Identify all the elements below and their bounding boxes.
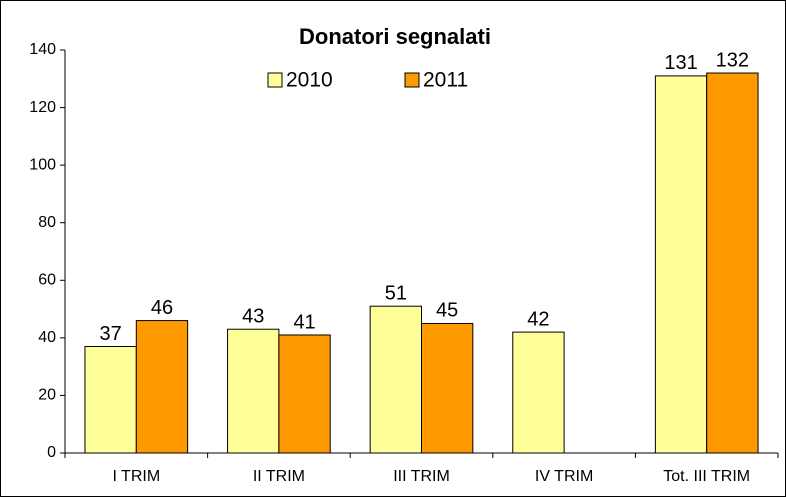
legend-swatch [267,72,283,88]
y-tick-label: 100 [29,156,56,173]
y-tick-label: 80 [38,214,56,231]
value-label: 46 [151,297,173,319]
bar [654,75,708,454]
bar [227,328,280,454]
bar [369,305,422,454]
y-tick-label: 40 [38,329,56,346]
legend-label: 2011 [423,69,468,92]
x-tick-label: IV TRIM [535,468,593,485]
y-tick-label: 0 [47,444,56,461]
y-tick-label: 20 [38,387,56,404]
bar [278,334,331,454]
value-label: 37 [100,323,122,345]
value-label: 41 [293,311,315,333]
x-tick-label: III TRIM [393,468,450,485]
bar [135,320,189,454]
value-label: 132 [716,49,749,71]
x-tick-label: Tot. III TRIM [663,468,750,485]
chart-title: Donatori segnalati [299,24,491,49]
bar [84,345,137,454]
value-label: 43 [242,306,264,328]
value-label: 42 [527,308,549,330]
value-label: 131 [664,52,697,74]
bar [512,331,565,454]
legend-swatch [404,72,420,88]
value-label: 51 [385,282,407,304]
bar [421,322,474,454]
y-tick-label: 60 [38,272,56,289]
x-tick-label: II TRIM [253,468,305,485]
value-label: 45 [436,300,458,322]
y-tick-label: 120 [29,99,56,116]
bar [706,72,759,454]
x-tick-label: I TRIM [112,468,160,485]
y-tick-label: 140 [29,41,56,58]
legend-label: 2010 [286,69,333,92]
